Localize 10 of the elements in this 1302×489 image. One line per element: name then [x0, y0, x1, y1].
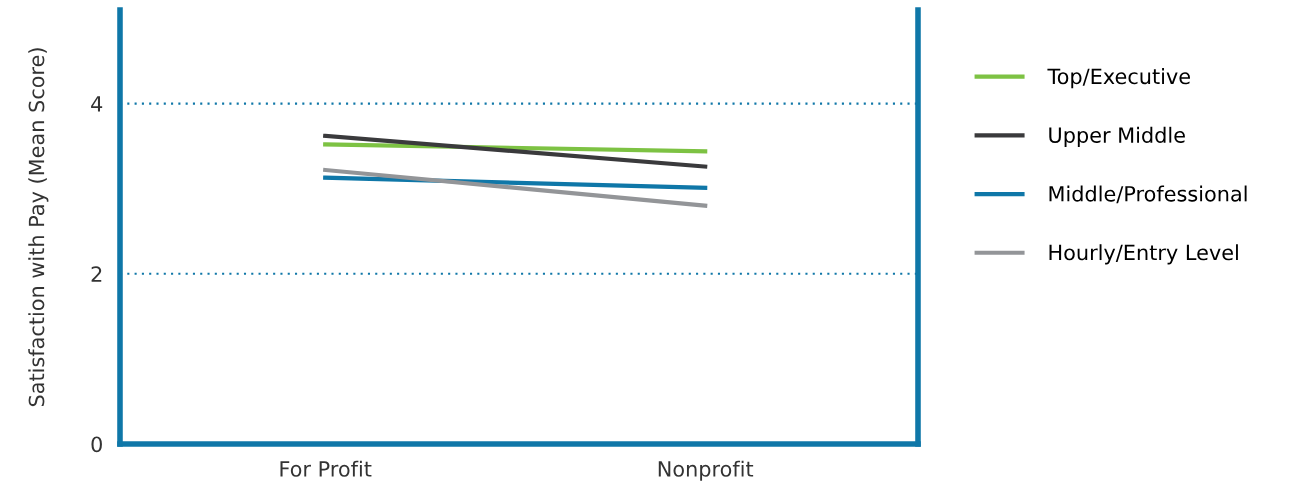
- legend-label: Middle/Professional: [1049, 185, 1247, 204]
- y-tick-label: 0: [91, 436, 102, 453]
- x-tick-label: Nonprofit: [658, 460, 754, 481]
- y-axis-title: Satisfaction with Pay (Mean Score): [28, 48, 49, 407]
- legend-label: Hourly/Entry Level: [1049, 244, 1238, 265]
- x-tick-label: For Profit: [280, 460, 372, 477]
- legend-label: Upper Middle: [1049, 126, 1185, 147]
- y-tick-label: 2: [91, 266, 102, 282]
- y-tick-label: 4: [91, 96, 103, 112]
- legend-label: Top/Executive: [1047, 68, 1190, 89]
